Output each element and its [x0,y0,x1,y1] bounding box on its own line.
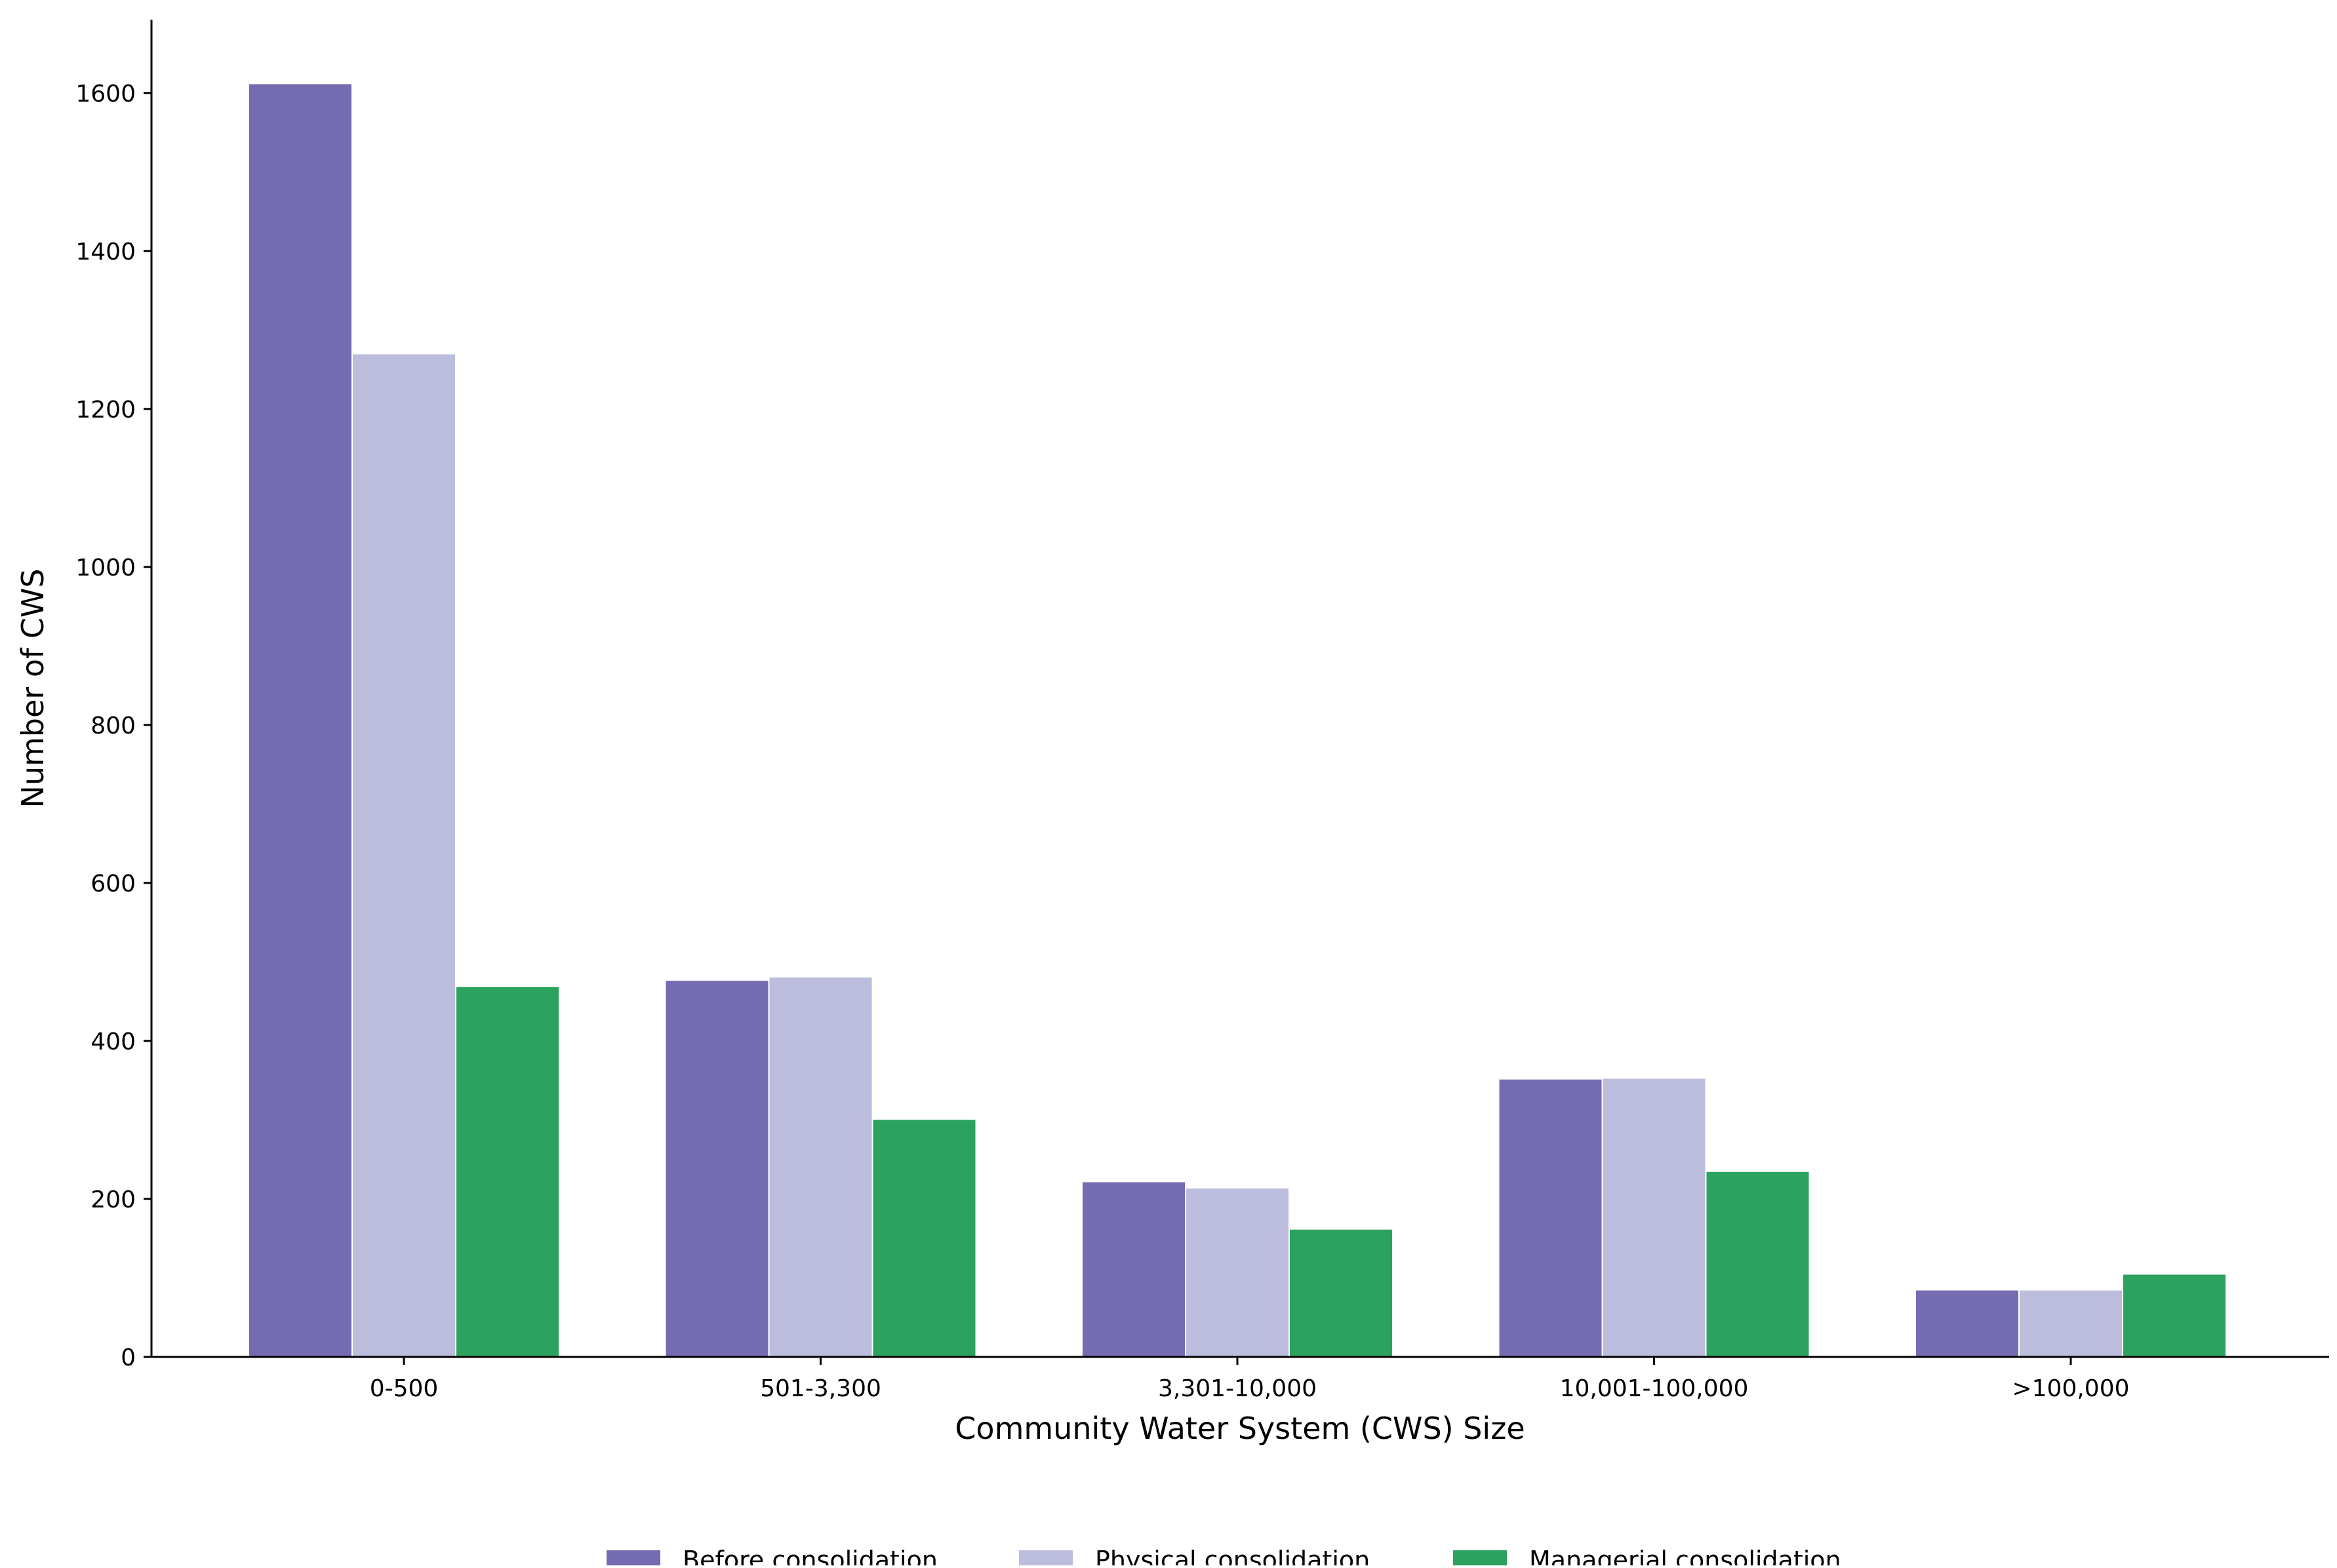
legend-swatch [1019,1550,1073,1568]
legend: Before consolidation Physical consolidati… [607,1546,1841,1568]
y-tick-label: 1000 [75,555,136,581]
bar [1601,1077,1707,1358]
y-tick-label: 1200 [75,397,136,423]
bar [1915,1289,2020,1358]
x-tick-label: 3,301-10,000 [1158,1375,1317,1402]
x-tick-label: 0-500 [370,1375,439,1402]
y-ticks: 0 200 400 600 800 1000 1200 1400 1600 [75,81,151,1371]
bar [1498,1078,1603,1358]
legend-label: Managerial consolidation [1529,1546,1841,1565]
bar [871,1118,977,1358]
legend-label: Before consolidation [683,1546,938,1565]
x-axis-title: Community Water System (CWS) Size [955,1411,1525,1446]
bars-layer [248,83,2227,1358]
legend-swatch [1453,1550,1507,1568]
x-tick-label: 10,001-100,000 [1560,1375,1749,1402]
x-tick-label: 501-3,300 [760,1375,881,1402]
bar [1705,1170,1810,1358]
bar [1288,1228,1393,1358]
x-tick-label: >100,000 [2012,1375,2129,1402]
bar [248,83,353,1358]
x-ticks: 0-500 501-3,300 3,301-10,000 10,001-100,000… [370,1357,2130,1402]
bar [455,985,560,1358]
legend-label: Physical consolidation [1095,1546,1370,1565]
bar [1081,1181,1186,1358]
y-tick-label: 0 [121,1344,136,1371]
bar [768,976,873,1358]
bar [664,979,770,1358]
y-axis-title: Number of CWS [15,568,50,808]
bar [351,353,456,1358]
bar [2018,1289,2123,1358]
bar [1185,1187,1290,1358]
y-tick-label: 200 [90,1186,136,1213]
y-tick-label: 1400 [75,239,136,265]
bar [2122,1273,2227,1358]
y-tick-label: 1600 [75,81,136,108]
y-tick-label: 600 [90,871,136,897]
y-tick-label: 400 [90,1029,136,1055]
legend-swatch [607,1550,660,1568]
y-tick-label: 800 [90,713,136,739]
